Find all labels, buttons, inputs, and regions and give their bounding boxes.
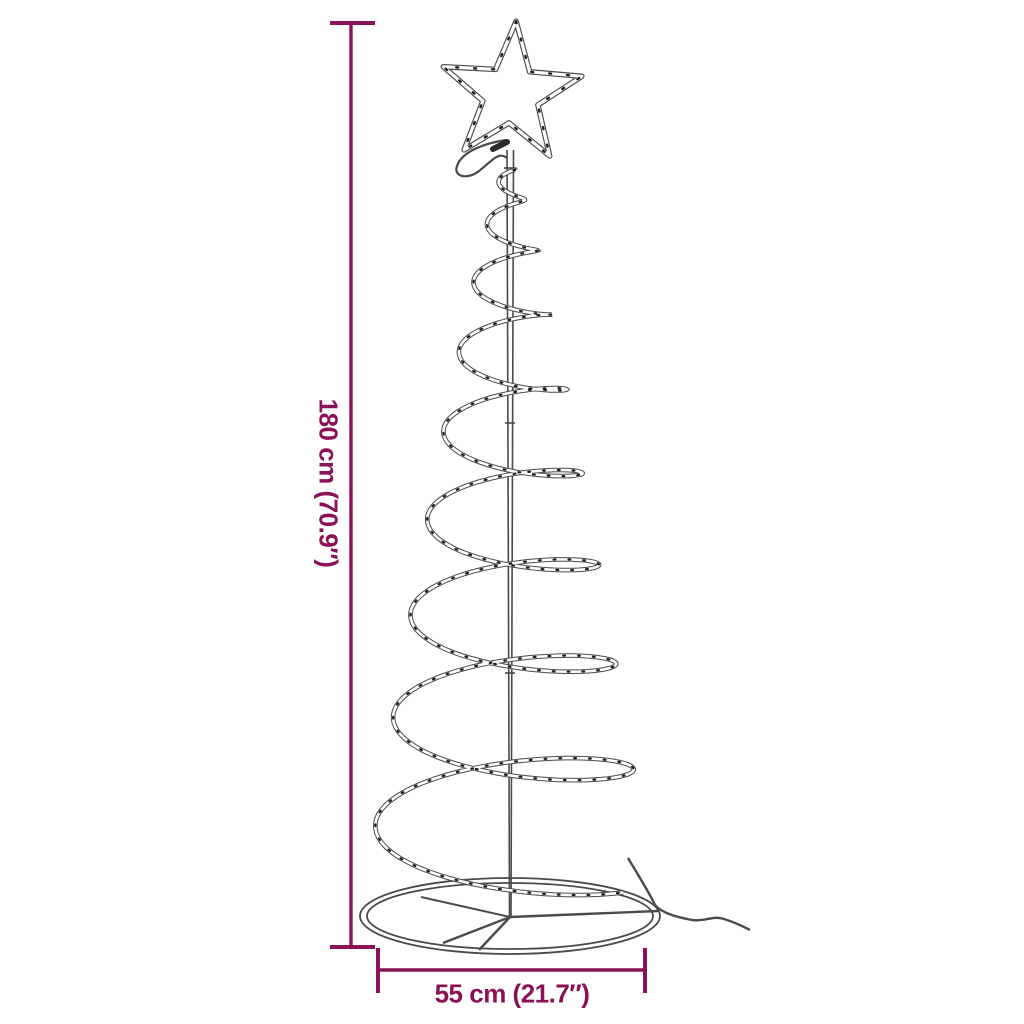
height-dimension-label: 180 cm (70.9″) [313,398,344,568]
spiral-light-rope [372,167,636,898]
base-ring [359,877,661,955]
width-dimension-label: 55 cm (21.7″) [434,978,590,1009]
height-dimension-line [330,21,375,949]
power-cable-icon [626,857,751,932]
wire-curl [455,138,508,178]
star-topper-icon [440,18,585,159]
star-connector [490,139,510,152]
center-pole [504,149,516,918]
width-dimension-line [376,948,647,993]
